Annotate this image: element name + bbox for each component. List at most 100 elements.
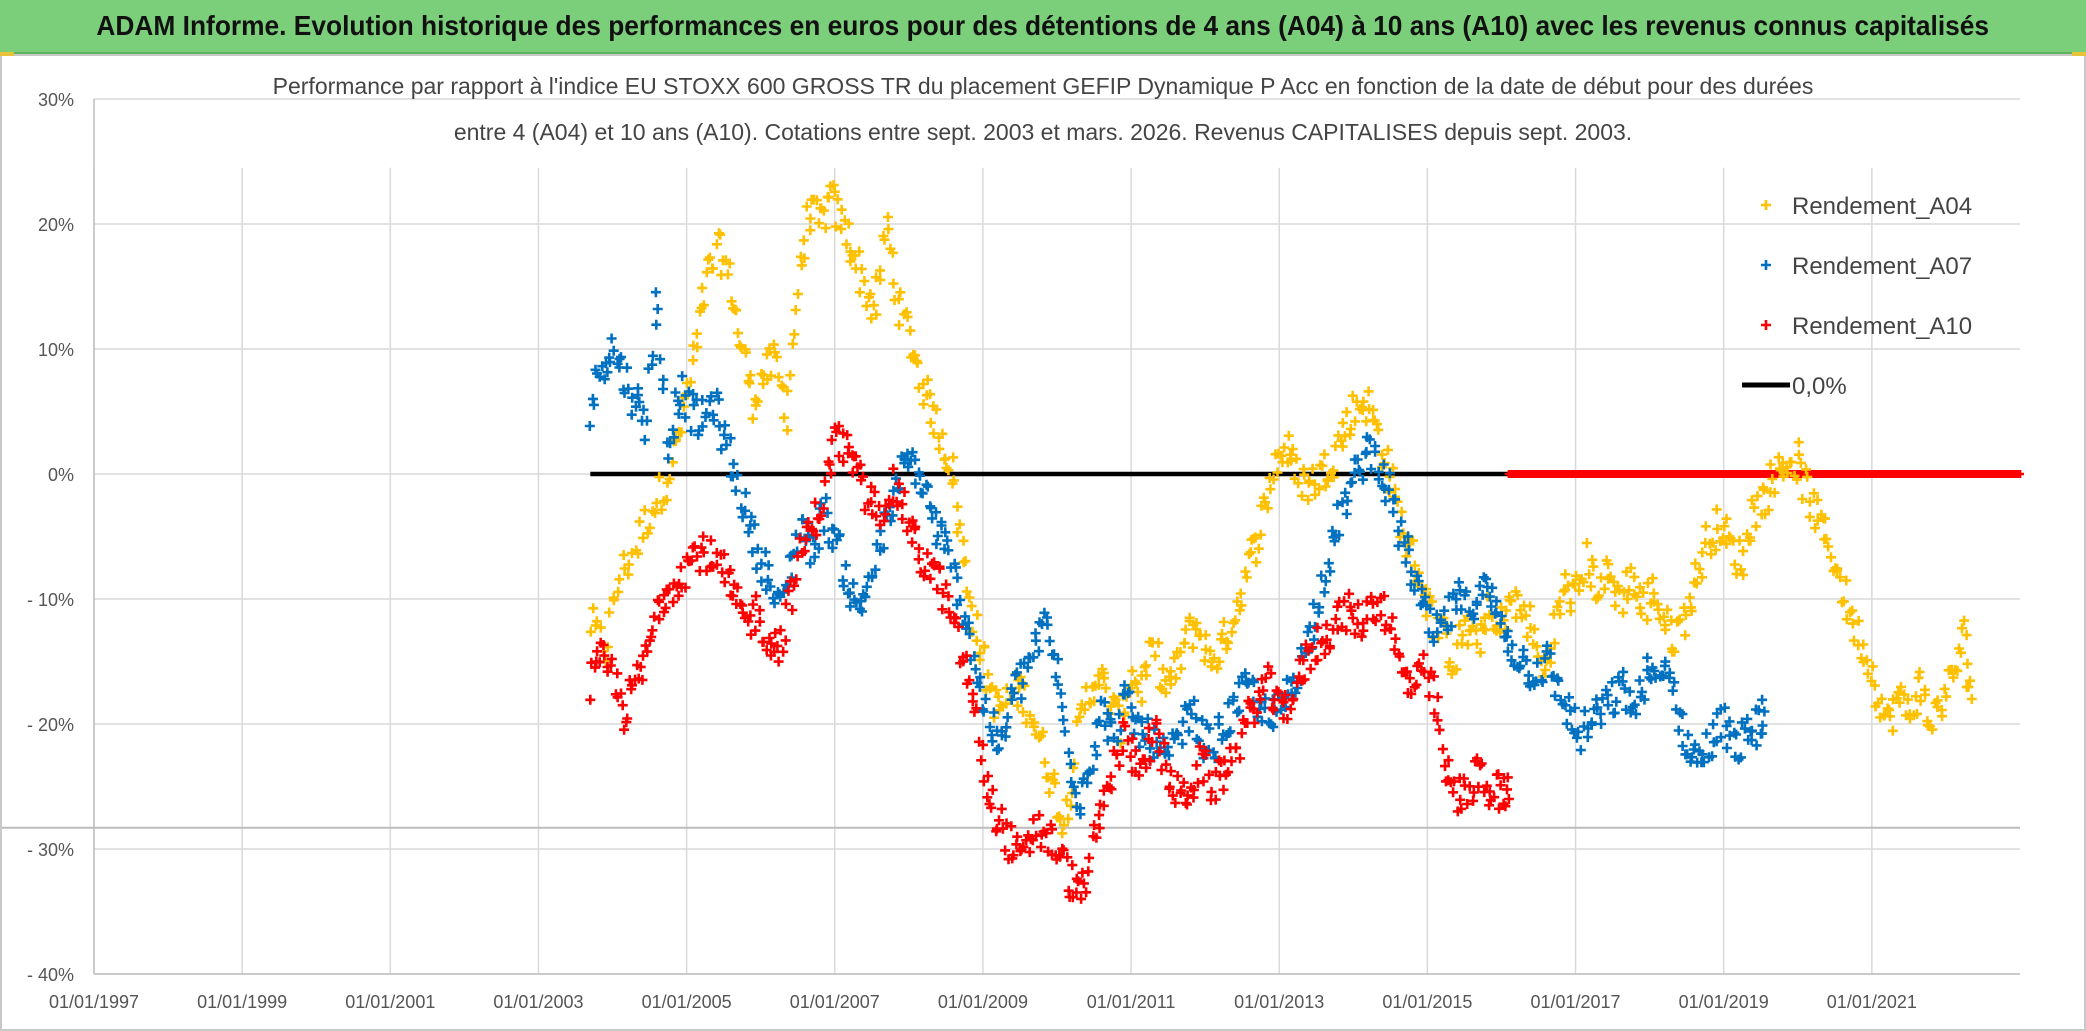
data-point <box>1481 780 1492 791</box>
data-point <box>606 333 617 344</box>
data-point <box>1686 605 1697 616</box>
data-point <box>1150 651 1161 661</box>
data-point <box>1424 691 1435 702</box>
data-point <box>859 276 870 286</box>
data-point <box>974 655 985 665</box>
chart-title-line-1: Performance par rapport à l'indice EU ST… <box>273 73 1814 99</box>
x-tick-label: 01/01/1997 <box>49 992 139 1012</box>
data-point <box>976 755 987 766</box>
data-point <box>688 355 699 366</box>
legend-marker <box>1761 320 1771 330</box>
data-point <box>1631 591 1642 602</box>
data-point <box>865 289 876 300</box>
data-point <box>1028 814 1039 825</box>
data-point <box>1358 396 1369 407</box>
data-point <box>1624 585 1634 596</box>
data-point <box>843 218 854 229</box>
data-point <box>805 213 816 224</box>
data-point <box>829 186 840 197</box>
data-point <box>1039 757 1050 768</box>
data-point <box>1223 767 1234 778</box>
data-point <box>1388 507 1399 518</box>
data-point <box>867 571 878 581</box>
data-point <box>858 471 868 482</box>
data-point <box>1255 529 1266 540</box>
data-point <box>766 370 776 381</box>
data-point <box>1683 729 1694 740</box>
data-point <box>1617 676 1628 687</box>
data-point <box>1595 709 1606 719</box>
data-point <box>602 367 613 378</box>
data-point <box>891 473 901 484</box>
data-point <box>775 625 786 636</box>
data-point <box>936 520 947 531</box>
data-point <box>1093 670 1104 681</box>
data-point <box>941 579 952 590</box>
data-point <box>680 582 691 593</box>
data-point <box>613 586 624 597</box>
data-point <box>1094 823 1105 834</box>
data-point <box>707 263 718 274</box>
data-point <box>1401 666 1412 677</box>
data-point <box>1071 887 1082 898</box>
data-point <box>1353 599 1364 610</box>
data-point <box>1176 785 1187 796</box>
data-point <box>1155 682 1166 693</box>
data-point <box>811 195 822 206</box>
data-point <box>1177 738 1188 749</box>
data-point <box>1545 648 1556 659</box>
data-point <box>1716 732 1726 743</box>
data-point <box>1029 721 1039 732</box>
data-point <box>730 485 741 496</box>
data-point <box>1451 594 1462 605</box>
data-point <box>951 613 961 624</box>
y-tick-label: 10% <box>38 340 74 360</box>
data-point <box>887 247 898 258</box>
data-point <box>1141 670 1152 681</box>
data-point <box>1377 449 1388 460</box>
data-point <box>1272 467 1283 478</box>
data-point <box>1177 716 1188 727</box>
series-rendement-a07 <box>584 287 1770 820</box>
data-point <box>1686 752 1697 763</box>
data-point <box>773 656 784 667</box>
data-point <box>647 625 658 636</box>
data-point <box>1719 521 1730 532</box>
data-point <box>1491 607 1502 618</box>
legend-marker <box>1761 200 1771 210</box>
data-point <box>1099 697 1110 708</box>
data-point <box>1119 680 1130 691</box>
data-point <box>1746 735 1757 746</box>
data-point <box>1036 842 1046 852</box>
data-point <box>893 478 904 489</box>
data-point <box>677 371 688 382</box>
data-point <box>1786 457 1797 468</box>
data-point <box>1028 652 1039 663</box>
data-point <box>719 429 730 440</box>
data-point <box>818 205 829 216</box>
data-point <box>623 383 634 394</box>
data-point <box>1105 771 1116 782</box>
data-point <box>764 633 775 643</box>
data-point <box>1320 481 1331 492</box>
data-point <box>1245 547 1256 558</box>
data-point <box>673 408 684 419</box>
data-point <box>893 294 904 305</box>
data-point <box>1346 605 1357 616</box>
data-point <box>765 581 776 592</box>
data-point <box>614 574 625 585</box>
data-point <box>801 201 812 212</box>
data-point <box>599 374 610 385</box>
y-tick-label: - 10% <box>27 590 74 610</box>
data-point <box>1000 731 1011 742</box>
data-point <box>977 739 988 750</box>
data-point <box>1334 530 1345 541</box>
data-point <box>1769 487 1780 498</box>
data-point <box>1529 624 1540 635</box>
data-point <box>1278 697 1289 708</box>
data-point <box>698 300 709 311</box>
data-point <box>961 623 972 634</box>
data-point <box>1328 465 1339 476</box>
data-point <box>1022 662 1033 673</box>
data-point <box>1826 552 1836 563</box>
